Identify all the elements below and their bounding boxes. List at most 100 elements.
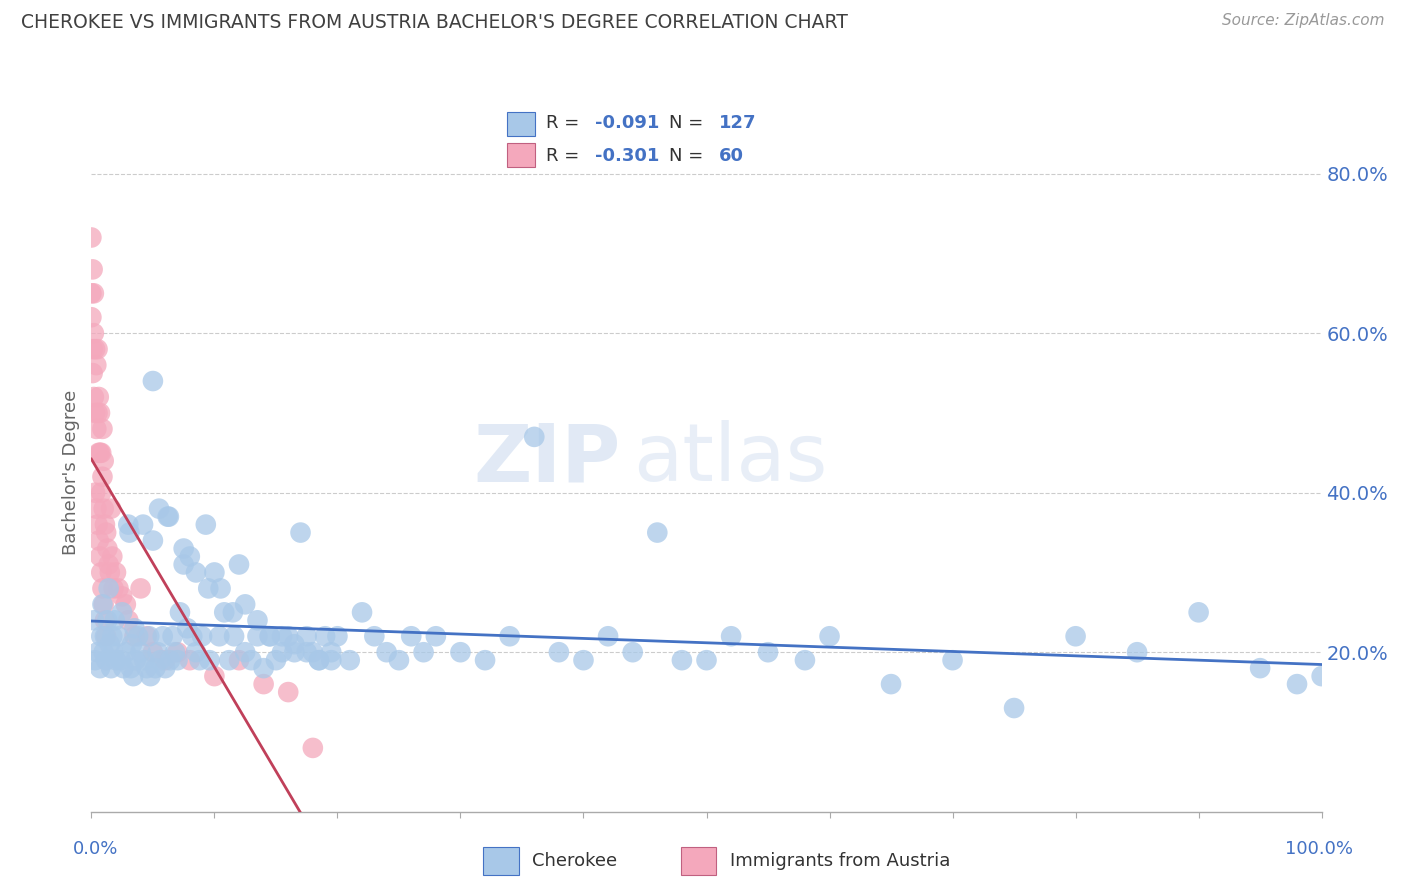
Point	[94, 629, 117, 643]
Point	[191, 629, 214, 643]
Point	[104, 613, 127, 627]
Point	[271, 645, 294, 659]
Point	[218, 653, 240, 667]
Point	[105, 566, 127, 580]
Point	[86, 358, 108, 372]
Bar	[482, 847, 519, 875]
Point	[97, 558, 120, 572]
Point	[142, 533, 165, 548]
Point	[233, 645, 256, 659]
Point	[89, 406, 111, 420]
Point	[228, 558, 250, 572]
Point	[111, 605, 134, 619]
Point	[118, 525, 141, 540]
Point	[138, 629, 160, 643]
Point	[96, 541, 118, 556]
Point	[818, 629, 841, 643]
Point	[253, 661, 276, 675]
Point	[145, 661, 166, 675]
Point	[388, 653, 411, 667]
Point	[259, 629, 281, 643]
Point	[97, 582, 120, 596]
Point	[114, 598, 138, 612]
Point	[425, 629, 447, 643]
Point	[321, 645, 343, 659]
Point	[91, 469, 114, 483]
Point	[173, 541, 195, 556]
Bar	[681, 847, 717, 875]
Point	[208, 629, 231, 643]
Point	[94, 517, 117, 532]
Point	[1310, 669, 1333, 683]
Point	[1064, 629, 1087, 643]
Point	[209, 582, 232, 596]
Text: 100.0%: 100.0%	[1285, 840, 1353, 858]
Bar	[508, 144, 534, 168]
Point	[596, 629, 619, 643]
Point	[124, 629, 146, 643]
Point	[295, 629, 318, 643]
Point	[135, 661, 157, 675]
Point	[103, 645, 125, 659]
Point	[146, 645, 169, 659]
Point	[222, 629, 246, 643]
Point	[326, 629, 349, 643]
Point	[103, 582, 125, 596]
Point	[107, 629, 129, 643]
Point	[308, 653, 330, 667]
Point	[198, 653, 221, 667]
Point	[82, 262, 104, 277]
Point	[202, 566, 225, 580]
Point	[301, 645, 323, 659]
Point	[181, 629, 204, 643]
Point	[80, 310, 103, 325]
Point	[498, 629, 520, 643]
Point	[84, 485, 107, 500]
Text: -0.301: -0.301	[595, 146, 659, 164]
Point	[90, 485, 112, 500]
Point	[139, 669, 162, 683]
Point	[671, 653, 693, 667]
Point	[87, 533, 110, 548]
Point	[188, 653, 211, 667]
Point	[142, 645, 165, 659]
Point	[90, 446, 112, 460]
Point	[83, 326, 105, 341]
Point	[184, 566, 207, 580]
Point	[1285, 677, 1308, 691]
Point	[86, 517, 108, 532]
Point	[179, 549, 201, 564]
Text: Cherokee: Cherokee	[531, 852, 617, 870]
Point	[117, 613, 139, 627]
Point	[120, 661, 142, 675]
Point	[90, 629, 112, 643]
Point	[253, 677, 276, 691]
Point	[93, 598, 115, 612]
Point	[91, 422, 114, 436]
Point	[129, 582, 152, 596]
Bar	[508, 112, 534, 136]
Point	[301, 740, 323, 755]
Point	[84, 342, 107, 356]
Point	[523, 430, 546, 444]
Point	[87, 446, 110, 460]
Point	[98, 637, 121, 651]
Point	[153, 653, 177, 667]
Point	[264, 653, 287, 667]
Point	[101, 549, 124, 564]
Point	[83, 613, 105, 627]
Point	[86, 342, 108, 356]
Point	[695, 653, 717, 667]
Point	[793, 653, 815, 667]
Point	[399, 629, 422, 643]
Point	[169, 605, 191, 619]
Point	[122, 669, 145, 683]
Point	[547, 645, 569, 659]
Point	[84, 653, 107, 667]
Text: Source: ZipAtlas.com: Source: ZipAtlas.com	[1222, 13, 1385, 29]
Point	[202, 669, 225, 683]
Point	[259, 629, 281, 643]
Point	[114, 645, 138, 659]
Point	[124, 653, 146, 667]
Point	[277, 685, 299, 699]
